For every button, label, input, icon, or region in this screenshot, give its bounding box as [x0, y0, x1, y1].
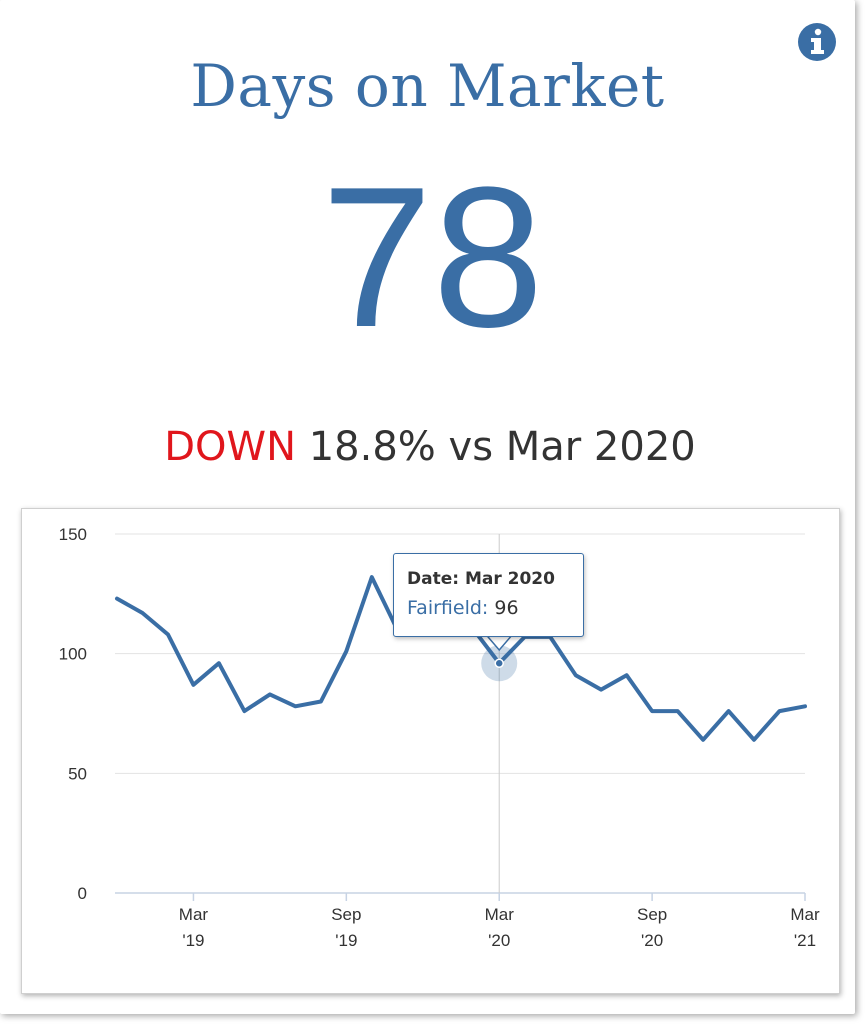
info-icon[interactable] — [797, 22, 837, 62]
change-summary: DOWN 18.8% vs Mar 2020 — [0, 424, 860, 470]
x-tick-label-year: '19 — [335, 931, 357, 950]
x-tick-label-month: Sep — [331, 905, 361, 924]
chart-container: 0 50 100 150 Mar '19 Sep '19 Mar '20 Sep '20 Mar '21 … — [21, 508, 840, 994]
x-tick-label-year: '20 — [641, 931, 663, 950]
hover-point — [494, 658, 504, 668]
x-tick-label-year: '19 — [182, 931, 204, 950]
y-tick-label: 50 — [68, 764, 87, 783]
x-tick-label-year: '21 — [794, 931, 816, 950]
x-tick-label-month: Mar — [179, 905, 209, 924]
days-on-market-card: Days on Market 78 DOWN 18.8% vs Mar 2020… — [21, 22, 840, 994]
tooltip-series-row: Fairfield: 96 — [407, 597, 519, 619]
change-text: 18.8% vs Mar 2020 — [308, 424, 696, 470]
page-title: Days on Market — [190, 52, 665, 120]
y-tick-label: 100 — [59, 645, 87, 664]
y-tick-label: 0 — [78, 884, 87, 903]
x-tick-label-month: Sep — [637, 905, 667, 924]
x-tick-label-year: '20 — [488, 931, 510, 950]
line-chart: 0 50 100 150 Mar '19 Sep '19 Mar '20 Sep '20 Mar '21 — [59, 525, 820, 950]
change-direction: DOWN — [164, 424, 297, 470]
x-tick-label-month: Mar — [485, 905, 515, 924]
chart-tooltip: Date: Mar 2020 Fairfield: 96 — [393, 553, 584, 637]
tooltip-date: Date: Mar 2020 — [407, 569, 555, 589]
metric-value: 78 — [321, 146, 544, 369]
x-tick-label-month: Mar — [790, 905, 820, 924]
tooltip-series-name: Fairfield: — [407, 597, 489, 619]
tooltip-box — [393, 553, 584, 637]
y-tick-label: 150 — [59, 525, 87, 544]
tooltip-value: 96 — [494, 597, 519, 619]
